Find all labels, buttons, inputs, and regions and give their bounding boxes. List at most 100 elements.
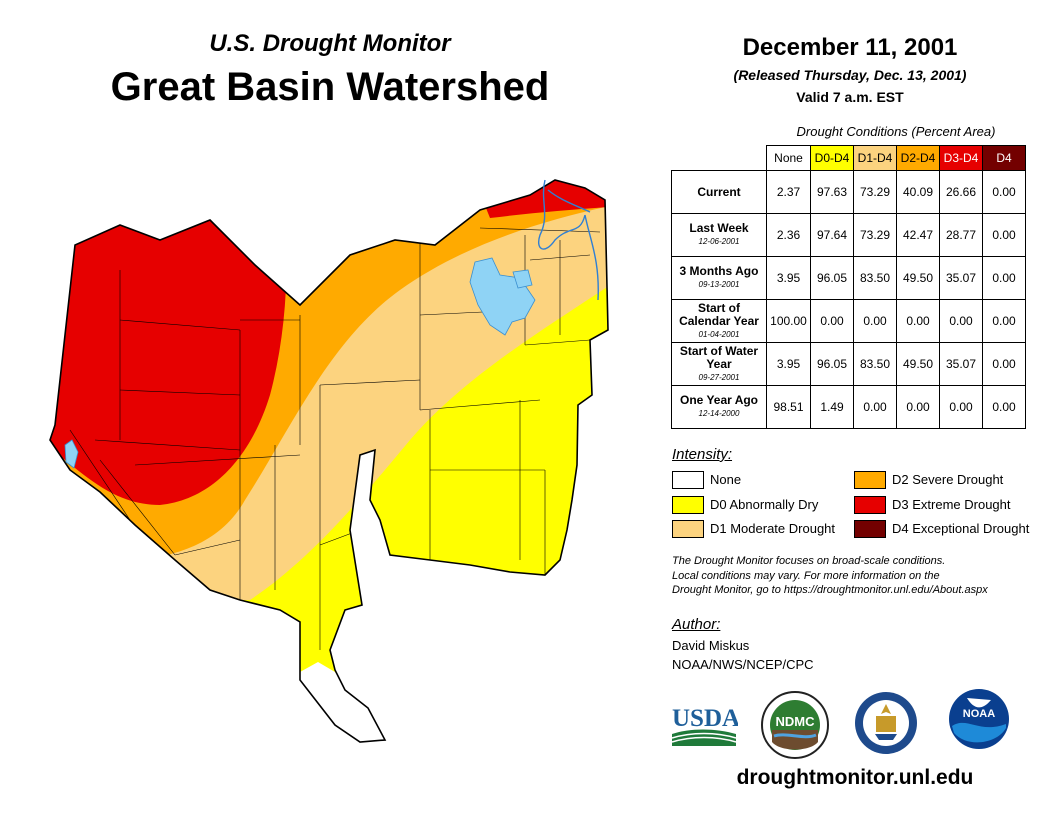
legend-label: D4 Exceptional Drought [892,521,1030,536]
disclaimer-note: The Drought Monitor focuses on broad-sca… [672,554,1042,598]
ndmc-logo-text: NDMC [776,714,816,729]
table-caption: Drought Conditions (Percent Area) [796,124,996,139]
row-label: One Year Ago 12-14-2000 [671,385,767,429]
legend-swatch [854,471,886,489]
table-cell: 0.00 [939,299,983,343]
row-date: 09-27-2001 [698,372,740,382]
table-cell: 40.09 [896,170,940,214]
table-corner [672,146,767,171]
lake-small [512,269,533,289]
row-label-text: One Year Ago [679,393,759,407]
note-line[interactable]: Drought Monitor, go to https://droughtmo… [672,584,988,596]
noaa-logo-text: NOAA [963,708,995,720]
drought-zones [50,180,608,742]
table-cell: 2.36 [766,213,811,257]
table-cell: 2.37 [766,170,811,214]
author-org: NOAA/NWS/NCEP/CPC [672,657,814,672]
col-d3-d4: D3-D4 [939,145,983,171]
table-cell: 3.95 [766,342,811,386]
legend-swatch [854,520,886,538]
table-row: 3 Months Ago 09-13-2001 3.95 96.05 83.50 … [671,256,1026,300]
river-bear [538,179,599,301]
row-label: Last Week 12-06-2001 [671,213,767,257]
table-cell: 96.05 [810,256,854,300]
table-cell: 49.50 [896,256,940,300]
table-cell: 0.00 [982,385,1026,429]
note-line: The Drought Monitor focuses on broad-sca… [672,555,946,567]
table-cell: 35.07 [939,256,983,300]
table-cell: 98.51 [766,385,811,429]
row-label-text: Last Week [689,221,749,235]
col-d2-d4: D2-D4 [896,145,940,171]
legend-label: D0 Abnormally Dry [710,497,819,512]
table-cell: 26.66 [939,170,983,214]
valid-date: December 11, 2001 [742,34,958,61]
table-cell: 0.00 [896,299,940,343]
valid-time: Valid 7 a.m. EST [796,89,904,105]
table-cell: 83.50 [853,256,897,300]
map-subtitle: U.S. Drought Monitor [209,30,451,57]
table-cell: 97.64 [810,213,854,257]
table-cell: 0.00 [982,299,1026,343]
row-label: Start of Water Year 09-27-2001 [671,342,767,386]
drought-conditions-table: None D0-D4 D1-D4 D2-D4 D3-D4 D4 Current … [671,145,1026,429]
drought-map [49,179,609,743]
legend-swatch [854,496,886,514]
legend-swatch [672,471,704,489]
website-link[interactable]: droughtmonitor.unl.edu [736,766,974,789]
legend-swatch [672,496,704,514]
legend-title: Intensity: [672,446,733,463]
great-salt-lake [469,257,536,336]
row-label-text: Current [697,184,741,199]
noaa-logo: NOAA [949,689,1009,749]
map-title: Great Basin Watershed [110,65,550,109]
table-cell: 0.00 [853,299,897,343]
ndmc-logo: NDMC [761,691,829,759]
row-date: 01-04-2001 [698,329,740,339]
table-row: Last Week 12-06-2001 2.36 97.64 73.29 42.… [671,213,1026,257]
row-label-text: 3 Months Ago [679,264,759,278]
table-row: One Year Ago 12-14-2000 98.51 1.49 0.00 0… [671,385,1026,429]
table-cell: 42.47 [896,213,940,257]
table-row: Start of Calendar Year 01-04-2001 100.00 … [671,299,1026,343]
table-cell: 96.05 [810,342,854,386]
table-cell: 73.29 [853,170,897,214]
table-row: Start of Water Year 09-27-2001 3.95 96.05… [671,342,1026,386]
zone-d3-northeast [470,180,608,218]
table-cell: 0.00 [982,170,1026,214]
table-cell: 0.00 [896,385,940,429]
table-cell: 0.00 [810,299,854,343]
table-cell: 0.00 [982,256,1026,300]
table-cell: 73.29 [853,213,897,257]
basin-outline [49,179,609,743]
table-cell: 83.50 [853,342,897,386]
table-cell: 49.50 [896,342,940,386]
col-none: None [766,145,811,171]
table-cell: 0.00 [982,213,1026,257]
row-label: 3 Months Ago 09-13-2001 [671,256,767,300]
author-title: Author: [672,616,721,633]
legend-label: D3 Extreme Drought [892,497,1011,512]
legend-label: D1 Moderate Drought [710,521,836,536]
table-cell: 0.00 [939,385,983,429]
row-date: 12-06-2001 [698,237,740,246]
commerce-seal [855,692,917,754]
table-row: Current 2.37 97.63 73.29 40.09 26.66 0.0… [671,170,1026,214]
state-boundaries [69,227,601,650]
row-date: 09-13-2001 [698,280,740,289]
col-d1-d4: D1-D4 [853,145,897,171]
release-date: (Released Thursday, Dec. 13, 2001) [733,67,967,83]
note-line: Local conditions may vary. For more info… [672,569,940,582]
row-label: Current [671,170,767,214]
table-header-row: None D0-D4 D1-D4 D2-D4 D3-D4 D4 [672,145,1026,171]
table-cell: 1.49 [810,385,854,429]
legend-label: D2 Severe Drought [892,472,1004,487]
table-cell: 35.07 [939,342,983,386]
row-date: 12-14-2000 [698,409,740,418]
usda-logo: USDA [671,705,738,746]
col-d4: D4 [982,145,1026,171]
row-label: Start of Calendar Year 01-04-2001 [671,299,767,343]
table-cell: 100.00 [766,299,811,343]
table-cell: 0.00 [853,385,897,429]
row-label-text: Start of Water Year [679,343,759,371]
